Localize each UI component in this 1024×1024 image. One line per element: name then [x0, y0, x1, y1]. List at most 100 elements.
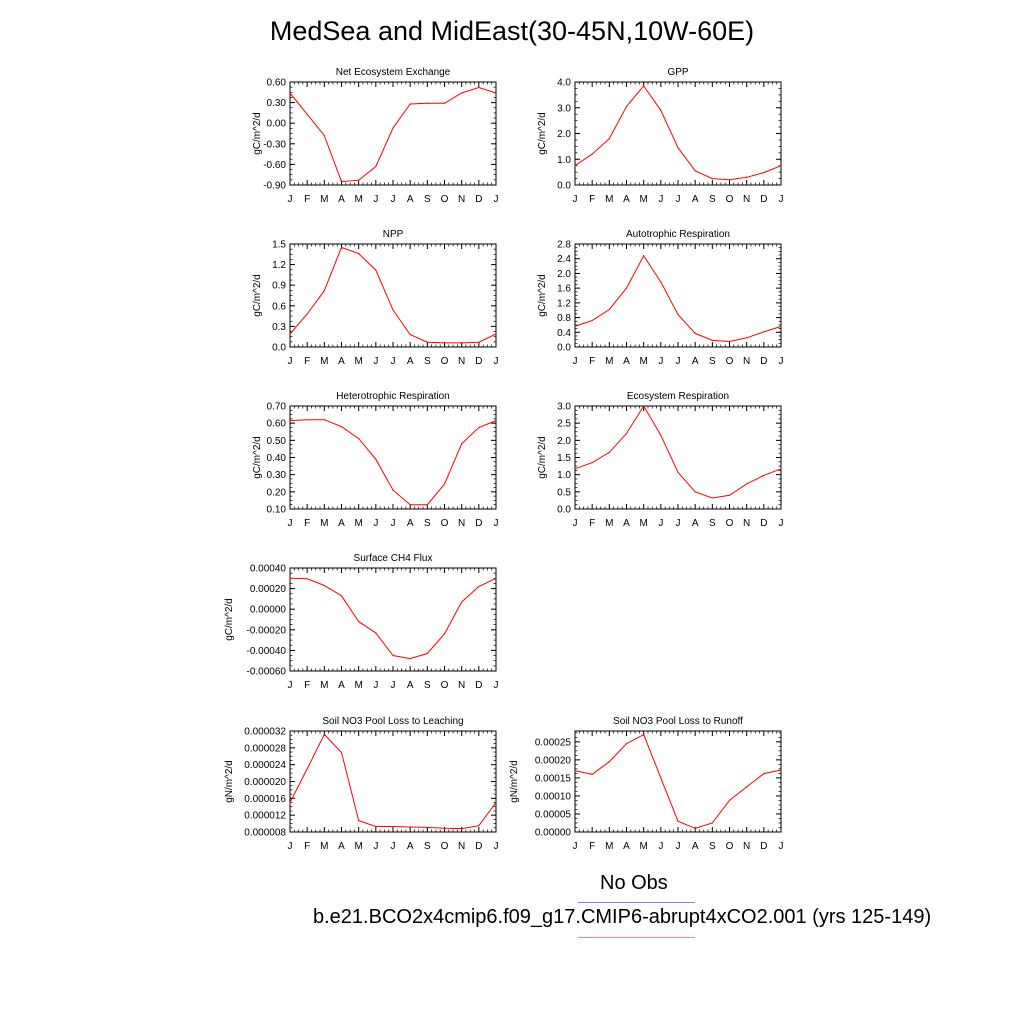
plot-frame	[574, 243, 782, 348]
x-tick-label: J	[573, 841, 578, 852]
data-point	[392, 654, 394, 657]
data-point	[780, 769, 782, 771]
y-tick-label: 1.5	[272, 240, 286, 251]
plot-frame	[574, 405, 782, 510]
legend-case-line	[578, 937, 695, 938]
x-tick-label: F	[304, 680, 310, 691]
x-tick-label: F	[589, 194, 595, 205]
panel-title: Heterotrophic Respiration	[336, 391, 449, 402]
x-tick-label: M	[320, 841, 328, 852]
y-tick-label: 1.0	[557, 470, 571, 481]
y-tick-label: 1.0	[557, 155, 571, 166]
x-tick-label: J	[676, 518, 681, 529]
data-point	[625, 432, 628, 435]
y-tick-label: 0.000028	[244, 743, 286, 754]
series-line	[289, 246, 497, 344]
x-tick-label: S	[424, 841, 431, 852]
y-axis-label: gC/m^2/d	[537, 274, 548, 317]
data-point	[694, 827, 696, 829]
data-point	[375, 458, 377, 460]
data-point	[591, 773, 593, 775]
x-tick-label: J	[779, 518, 784, 529]
panel-title: Autotrophic Respiration	[626, 229, 730, 240]
data-point	[461, 443, 463, 445]
plot-frame	[289, 730, 497, 833]
data-point	[409, 658, 411, 660]
y-tick-label: 2.4	[557, 254, 571, 265]
data-point	[409, 504, 411, 506]
y-tick-label: 0.00040	[250, 564, 287, 575]
data-point	[375, 269, 377, 271]
x-tick-label: A	[338, 194, 345, 205]
data-point	[660, 281, 662, 283]
x-tick-label: D	[760, 194, 767, 205]
x-tick-label: J	[676, 194, 681, 205]
x-tick-label: A	[692, 841, 699, 852]
data-point	[780, 165, 782, 167]
x-tick-label: M	[639, 841, 647, 852]
y-tick-label: 0.0	[557, 181, 571, 192]
y-tick-label: 3.0	[557, 103, 571, 114]
data-point	[478, 585, 480, 588]
x-tick-label: M	[605, 518, 613, 529]
x-tick-label: J	[494, 680, 499, 691]
data-point	[426, 102, 428, 104]
x-tick-label: M	[320, 680, 328, 691]
x-tick-label: D	[760, 356, 767, 367]
y-tick-label: 0.00010	[535, 791, 572, 802]
data-point	[409, 334, 411, 336]
y-tick-label: 1.6	[557, 284, 571, 295]
x-tick-label: A	[407, 841, 414, 852]
y-tick-label: 2.8	[557, 240, 571, 251]
x-tick-label: O	[441, 356, 449, 367]
y-tick-label: 1.5	[557, 453, 571, 464]
data-point	[711, 822, 713, 824]
data-point	[358, 253, 360, 255]
x-tick-label: J	[288, 518, 293, 529]
y-tick-label: 0.00000	[250, 605, 287, 616]
x-tick-label: N	[743, 194, 750, 205]
panel-title: NPP	[383, 229, 404, 240]
x-tick-label: J	[288, 356, 293, 367]
panel-title: Net Ecosystem Exchange	[336, 67, 451, 78]
y-tick-label: 0.00025	[535, 737, 572, 748]
data-point	[608, 451, 610, 453]
x-tick-label: M	[605, 356, 613, 367]
data-point	[763, 772, 765, 775]
panel-title: Soil NO3 Pool Loss to Leaching	[322, 716, 463, 727]
y-tick-label: -0.00060	[247, 667, 287, 678]
data-point	[677, 471, 679, 473]
data-point	[677, 147, 679, 149]
series-line	[289, 419, 497, 506]
y-tick-label: 0.0	[557, 505, 571, 516]
y-axis-label: gC/m^2/d	[224, 598, 235, 641]
legend-case-label: b.e21.BCO2x4cmip6.f09_g17.CMIP6-abrupt4x…	[313, 906, 932, 928]
data-point	[694, 332, 696, 334]
data-point	[643, 255, 645, 257]
x-tick-label: S	[424, 680, 431, 691]
x-tick-label: M	[354, 841, 362, 852]
legend-obs-line	[578, 902, 695, 903]
data-point	[358, 820, 360, 822]
data-point	[426, 341, 428, 343]
data-point	[375, 165, 377, 168]
data-point	[608, 761, 610, 763]
data-point	[340, 595, 343, 597]
x-tick-label: J	[573, 356, 578, 367]
y-tick-label: 0.0	[272, 343, 286, 354]
data-point	[323, 419, 325, 421]
x-tick-label: J	[573, 194, 578, 205]
x-tick-label: J	[391, 841, 396, 852]
x-tick-label: N	[743, 518, 750, 529]
x-tick-label: M	[354, 518, 362, 529]
x-tick-label: J	[676, 356, 681, 367]
x-tick-label: M	[320, 518, 328, 529]
y-tick-label: 0.000008	[244, 828, 286, 839]
data-point	[358, 620, 360, 623]
x-tick-label: M	[639, 518, 647, 529]
data-point	[289, 577, 291, 579]
x-tick-label: A	[407, 194, 414, 205]
